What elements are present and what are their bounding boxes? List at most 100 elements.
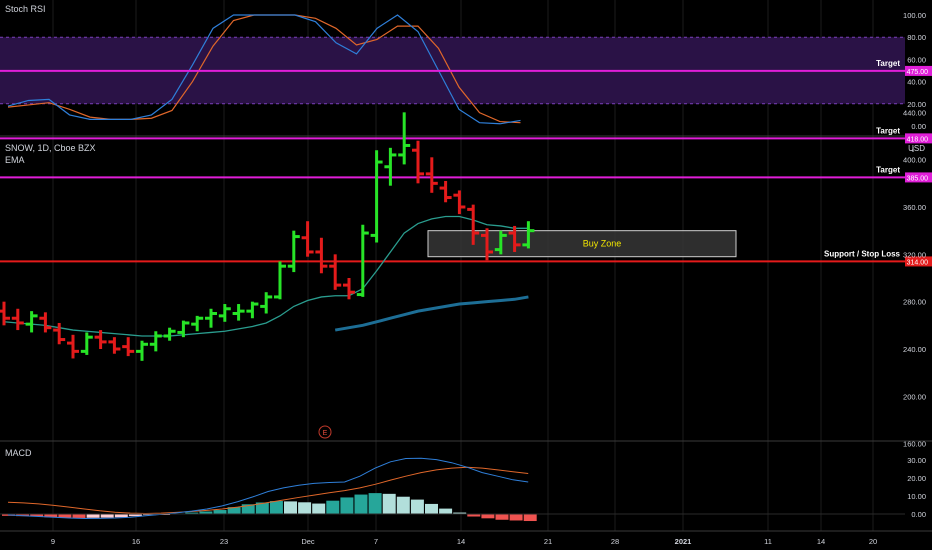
- macd-histogram-bar: [72, 514, 86, 518]
- ohlc-bar: [80, 332, 93, 355]
- buy-zone-box: [427, 230, 737, 258]
- price-tick-label: 440.00: [903, 108, 926, 117]
- time-tick-label: 9: [51, 537, 55, 546]
- macd-histogram-bar: [114, 514, 128, 518]
- ema-legend[interactable]: EMA: [5, 155, 25, 165]
- ohlc-bar: [453, 190, 466, 215]
- macd-histogram-bar: [368, 493, 382, 514]
- price-level-tag-label: 418.00: [907, 136, 929, 143]
- time-tick-label: 14: [817, 537, 825, 546]
- price-level-label: Target: [876, 59, 900, 68]
- ohlc-bar: [301, 221, 314, 257]
- macd-histogram-bar: [199, 511, 213, 514]
- ohlc-bars: [0, 112, 535, 361]
- macd-histogram-bar: [44, 514, 58, 518]
- price-levels: Target 475.00 Target 418.00 Target 385.00 Supp…: [0, 59, 932, 267]
- ohlc-bar: [218, 304, 231, 322]
- ohlc-bar: [39, 312, 52, 333]
- macd-histogram: [2, 493, 537, 522]
- ohlc-bar: [246, 301, 259, 319]
- price-panel: Target 475.00 Target 418.00 Target 385.00 Supp…: [0, 59, 932, 449]
- macd-histogram-bar: [453, 512, 467, 514]
- macd-histogram-bar: [58, 514, 72, 518]
- macd-histogram-bar: [284, 501, 297, 514]
- time-tick-label: Dec: [301, 537, 315, 546]
- price-tick-label: 320.00: [903, 250, 926, 259]
- ohlc-bar: [481, 228, 493, 261]
- ohlc-bar: [94, 330, 107, 349]
- ohlc-bar: [412, 140, 424, 184]
- macd-panel: MACD 30.00 20.00 10.00 0.00: [0, 448, 926, 522]
- macd-histogram-bar: [509, 514, 523, 521]
- ohlc-bar: [329, 254, 342, 290]
- price-level-label: Target: [876, 126, 900, 135]
- macd-histogram-bar: [326, 500, 340, 514]
- ohlc-bar: [11, 308, 24, 331]
- stoch-tick-label: 100.00: [903, 11, 926, 20]
- stoch-title[interactable]: Stoch RSI: [5, 4, 46, 14]
- ohlc-bar: [467, 204, 480, 245]
- ema-lines: [3, 215, 529, 337]
- macd-tick-label: 10.00: [907, 492, 926, 501]
- price-level-tag-label: 314.00: [907, 259, 929, 266]
- ohlc-bar: [398, 112, 411, 165]
- stoch-axis[interactable]: 100.00 80.00 60.00 40.00 20.00 0.00: [903, 11, 926, 131]
- time-tick-label: 11: [764, 537, 772, 546]
- stoch-k-line: [7, 14, 521, 125]
- ohlc-bar: [287, 230, 300, 273]
- ohlc-bar: [343, 278, 355, 300]
- time-tick-label: 16: [132, 537, 140, 546]
- ohlc-bar: [149, 331, 162, 352]
- price-tick-label: 280.00: [903, 298, 926, 307]
- ohlc-bar: [0, 301, 10, 326]
- macd-histogram-bar: [100, 514, 114, 518]
- ema-slow-line: [334, 295, 529, 332]
- macd-histogram-bar: [523, 514, 537, 522]
- stoch-tick-label: 80.00: [907, 33, 926, 42]
- ohlc-bar: [232, 304, 245, 321]
- macd-histogram-bar: [185, 512, 199, 514]
- ohlc-bar: [274, 261, 286, 300]
- macd-histogram-bar: [410, 499, 424, 514]
- macd-histogram-bar: [354, 494, 368, 514]
- macd-histogram-bar: [241, 504, 255, 514]
- ohlc-bar: [136, 340, 148, 361]
- price-level-tag: [905, 256, 932, 267]
- ohlc-bar: [356, 224, 369, 297]
- stoch-lines: [7, 14, 521, 125]
- price-tick-label: 200.00: [903, 392, 926, 401]
- earnings-icon[interactable]: [318, 425, 332, 439]
- ohlc-bar: [177, 320, 190, 338]
- macd-histogram-bar: [396, 496, 410, 514]
- price-tick-label: 360.00: [903, 203, 926, 212]
- macd-histogram-bar: [86, 514, 100, 518]
- ohlc-bar: [522, 221, 535, 249]
- ohlc-bar: [439, 180, 452, 203]
- ohlc-bar: [260, 292, 273, 314]
- ohlc-bar: [205, 308, 217, 328]
- buy-zone-label: Buy Zone: [583, 239, 622, 249]
- macd-histogram-bar: [269, 501, 283, 514]
- symbol-legend[interactable]: SNOW, 1D, Cboe BZX: [5, 143, 96, 153]
- currency-label: USD: [908, 144, 925, 153]
- price-tick-label: 240.00: [903, 345, 926, 354]
- buy-zone: Buy Zone: [427, 230, 737, 258]
- ohlc-bar: [315, 237, 328, 274]
- macd-axis[interactable]: 30.00 20.00 10.00 0.00: [907, 456, 926, 519]
- price-tick-label: 160.00: [903, 440, 926, 449]
- price-level-label: Support / Stop Loss: [824, 249, 901, 258]
- ohlc-bar: [508, 225, 521, 252]
- macd-histogram-bar: [143, 514, 156, 516]
- price-level-label: Target: [876, 165, 900, 174]
- ohlc-bar: [163, 327, 176, 341]
- price-axis[interactable]: 440.00 400.00 360.00 320.00 280.00 240.00 200.…: [903, 108, 926, 448]
- ohlc-bar: [191, 315, 204, 332]
- price-level-tag: [905, 172, 932, 183]
- time-axis[interactable]: 9 16 23 Dec 7 14 21 28 2021 11 14 20: [51, 537, 877, 546]
- price-level-tag: [905, 133, 932, 144]
- macd-line: [7, 457, 529, 520]
- price-level-tag-label: 475.00: [907, 69, 929, 76]
- macd-title[interactable]: MACD: [5, 448, 32, 458]
- ohlc-bar: [370, 150, 383, 243]
- time-tick-label: 20: [869, 537, 877, 546]
